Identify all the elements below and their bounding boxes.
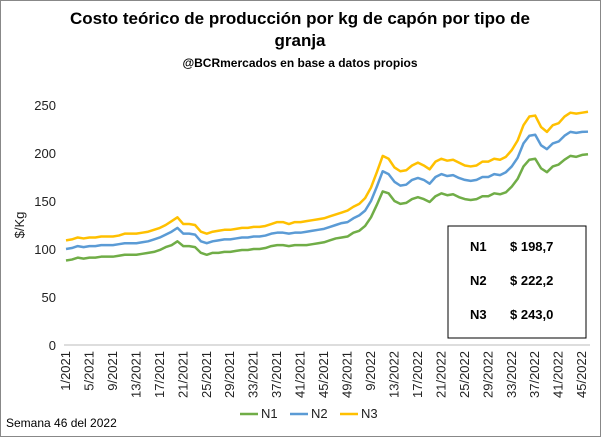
- x-tick-label: 25/2021: [199, 351, 214, 398]
- x-tick-label: 37/2022: [527, 351, 542, 398]
- chart-title: granja: [274, 31, 326, 50]
- line-series: [65, 110, 589, 242]
- x-tick-label: 9/2022: [363, 351, 378, 391]
- x-tick-label: 41/2021: [293, 351, 308, 398]
- x-tick-label: 33/2021: [246, 351, 261, 398]
- legend-label: N1: [261, 406, 278, 421]
- x-tick-label: 45/2022: [574, 351, 589, 398]
- x-tick-label: 9/2021: [105, 351, 120, 391]
- summary-box: [447, 225, 587, 339]
- x-tick-label: 25/2022: [457, 351, 472, 398]
- x-tick-label: 45/2021: [316, 351, 331, 398]
- footnote: Semana 46 del 2022: [6, 416, 117, 430]
- summary-label: N3: [470, 307, 487, 322]
- summary-label: N2: [470, 273, 487, 288]
- x-tick-label: 21/2022: [433, 351, 448, 398]
- y-tick-label: 250: [34, 98, 56, 113]
- x-tick-label: 41/2022: [551, 351, 566, 398]
- x-tick-label: 29/2021: [222, 351, 237, 398]
- x-tick-label: 21/2021: [175, 351, 190, 398]
- legend-label: N2: [311, 406, 328, 421]
- y-tick-label: 200: [34, 146, 56, 161]
- y-tick-label: 150: [34, 194, 56, 209]
- chart-subtitle: @BCRmercados en base a datos propios: [182, 56, 417, 70]
- x-tick-label: 13/2022: [386, 351, 401, 398]
- x-tick-label: 17/2021: [152, 351, 167, 398]
- x-tick-label: 1/2021: [58, 351, 73, 391]
- x-tick-label: 5/2021: [81, 351, 96, 391]
- summary-value: $ 243,0: [510, 307, 553, 322]
- x-tick-label: 33/2022: [504, 351, 519, 398]
- y-tick-label: 0: [49, 338, 56, 353]
- summary-label: N1: [470, 239, 487, 254]
- legend-label: N3: [361, 406, 378, 421]
- x-tick-label: 49/2021: [340, 351, 355, 398]
- x-tick-label: 29/2022: [480, 351, 495, 398]
- summary-value: $ 198,7: [510, 239, 553, 254]
- summary-value: $ 222,2: [510, 273, 553, 288]
- y-tick-label: 100: [34, 242, 56, 257]
- line-series: [65, 130, 589, 251]
- y-axis-label: $/Kg: [12, 212, 27, 239]
- x-tick-label: 17/2022: [410, 351, 425, 398]
- line-series: [65, 153, 589, 262]
- x-tick-label: 37/2021: [269, 351, 284, 398]
- y-tick-label: 50: [42, 290, 56, 305]
- chart-title: Costo teórico de producción por kg de ca…: [70, 9, 530, 28]
- x-tick-label: 13/2021: [128, 351, 143, 398]
